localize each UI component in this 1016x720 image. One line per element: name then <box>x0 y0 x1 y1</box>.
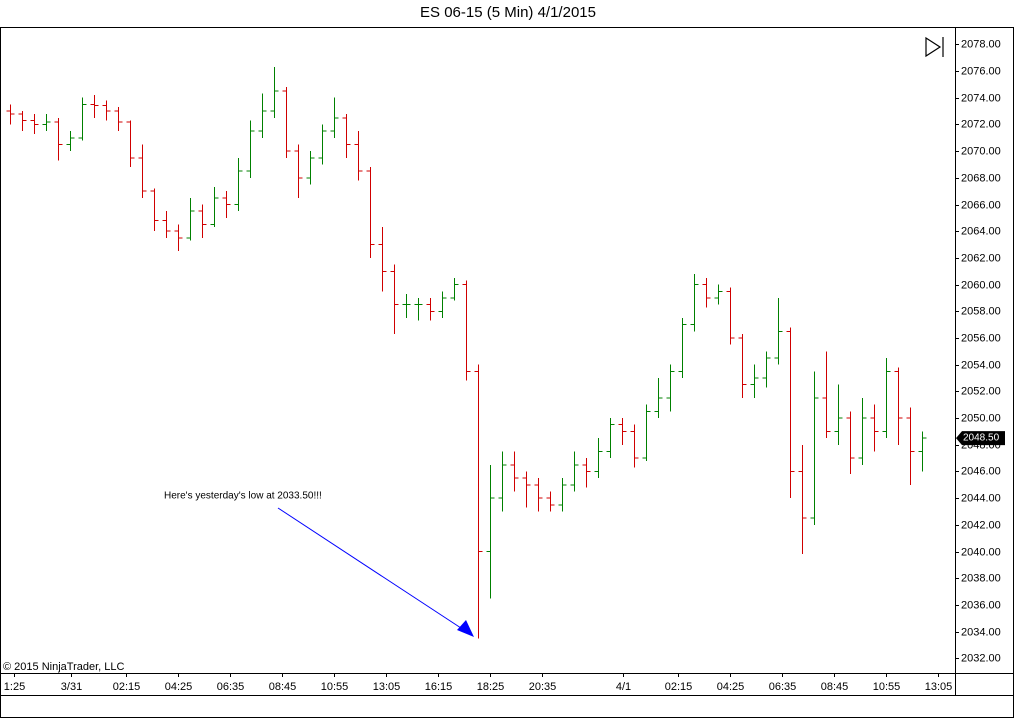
y-tick-label: 2062.00 <box>961 252 1001 264</box>
y-tick-label: 2052.00 <box>961 385 1001 397</box>
x-tick-label: 16:15 <box>425 681 453 693</box>
y-tick-label: 2032.00 <box>961 652 1001 664</box>
y-tick-label: 2050.00 <box>961 412 1001 424</box>
y-tick-label: 2034.00 <box>961 626 1001 638</box>
chart-frame <box>0 27 1014 718</box>
y-tick-label: 2070.00 <box>961 145 1001 157</box>
x-tick-label: 08:45 <box>269 681 297 693</box>
x-tick-label: 3/31 <box>61 681 82 693</box>
x-tick-label: 1:25 <box>4 681 25 693</box>
y-tick-label: 2036.00 <box>961 599 1001 611</box>
y-tick-label: 2056.00 <box>961 332 1001 344</box>
chart-title: ES 06-15 (5 Min) 4/1/2015 <box>420 4 596 21</box>
y-tick-label: 2060.00 <box>961 279 1001 291</box>
play-triangle[interactable] <box>925 36 942 58</box>
y-tick-label: 2044.00 <box>961 492 1001 504</box>
y-tick-label: 2076.00 <box>961 65 1001 77</box>
x-tick-label: 04:25 <box>165 681 193 693</box>
x-tick-label: 04:25 <box>717 681 745 693</box>
annotation-arrow <box>277 507 465 631</box>
y-tick-label: 2046.00 <box>961 465 1001 477</box>
y-tick-label: 2068.00 <box>961 172 1001 184</box>
x-tick-label: 13:05 <box>373 681 401 693</box>
x-tick-label: 06:35 <box>217 681 245 693</box>
x-tick-label: 02:15 <box>113 681 141 693</box>
y-tick-label: 2078.00 <box>961 38 1001 50</box>
y-tick-label: 2074.00 <box>961 92 1001 104</box>
x-tick-label: 20:35 <box>529 681 557 693</box>
x-tick-label: 4/1 <box>616 681 631 693</box>
y-tick-label: 2058.00 <box>961 305 1001 317</box>
x-tick-label: 10:55 <box>873 681 901 693</box>
y-tick-label: 2042.00 <box>961 519 1001 531</box>
x-tick-label: 18:25 <box>477 681 505 693</box>
y-tick-label: 2064.00 <box>961 225 1001 237</box>
x-tick-label: 10:55 <box>321 681 349 693</box>
x-tick-label: 13:05 <box>925 681 953 693</box>
annotation: Here's yesterday's low at 2033.50!!! <box>164 491 322 502</box>
last-price-marker <box>956 431 1005 446</box>
y-tick-label: 2038.00 <box>961 572 1001 584</box>
annotation-arrowhead <box>457 620 474 637</box>
ohlc-bars <box>6 67 927 639</box>
y-tick-label: 2040.00 <box>961 546 1001 558</box>
copyright: © 2015 NinjaTrader, LLC <box>3 661 124 673</box>
x-tick-label: 02:15 <box>665 681 693 693</box>
last-price-label: 2048.50 <box>963 433 1000 444</box>
y-tick-label: 2054.00 <box>961 359 1001 371</box>
y-tick-label: 2072.00 <box>961 118 1001 130</box>
y-tick-label: 2066.00 <box>961 199 1001 211</box>
x-tick-label: 06:35 <box>769 681 797 693</box>
x-tick-label: 08:45 <box>821 681 849 693</box>
play-icon[interactable] <box>925 36 944 58</box>
